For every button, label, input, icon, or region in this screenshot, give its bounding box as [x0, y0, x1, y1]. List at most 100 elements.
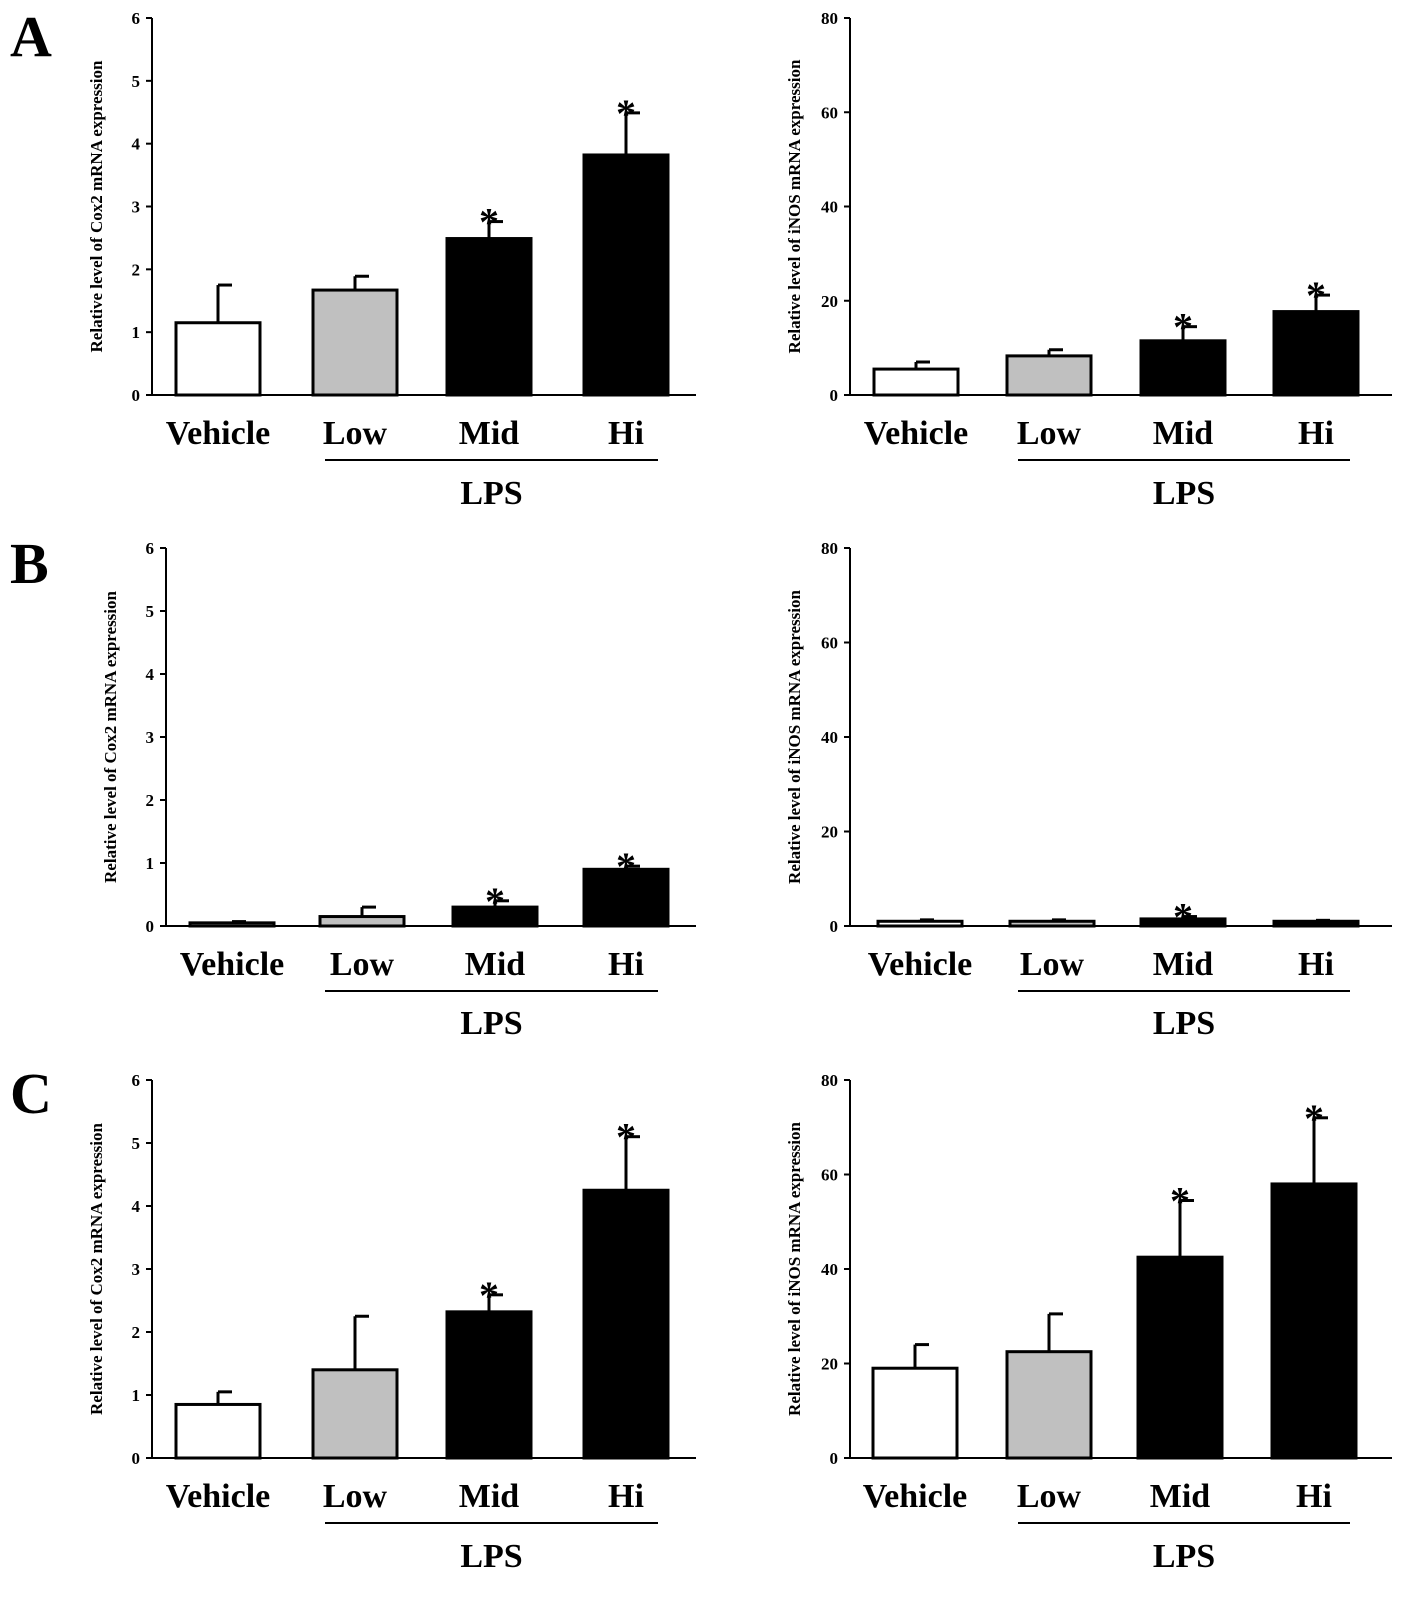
- chart-5-bar-low: [311, 1368, 399, 1460]
- chart-5-category-label-2: Mid: [459, 1478, 520, 1515]
- chart-1-y-tick-label-3: 3: [132, 198, 141, 217]
- chart-5-category-label-1: Low: [323, 1478, 388, 1515]
- chart-3-y-tick-label-2: 2: [146, 791, 155, 810]
- panel-label-c: C: [10, 1061, 52, 1126]
- chart-5-y-tick-label-0: 0: [132, 1449, 141, 1468]
- chart-5-bar-hi: [582, 1188, 670, 1460]
- chart-5-y-tick-label-3: 3: [132, 1260, 141, 1279]
- chart-3-significance-2: *: [485, 879, 505, 924]
- chart-1-y-axis-label: Relative level of Cox2 mRNA expression: [87, 60, 106, 352]
- chart-4-category-label-0: Vehicle: [868, 946, 973, 983]
- chart-4-y-tick-label-0: 0: [830, 917, 839, 936]
- chart-2-y-tick-label-1: 20: [821, 292, 838, 311]
- chart-6-category-label-3: Hi: [1296, 1478, 1332, 1515]
- chart-2-category-label-3: Hi: [1298, 415, 1334, 452]
- chart-2-group-label: LPS: [1153, 475, 1215, 512]
- chart-6-significance-3: *: [1304, 1096, 1324, 1141]
- chart-1-y-tick-label-2: 2: [132, 260, 141, 279]
- chart-2-significance-2: *: [1173, 305, 1193, 350]
- chart-4-y-tick-label-3: 60: [821, 634, 838, 653]
- chart-5-y-axis-label: Relative level of Cox2 mRNA expression: [87, 1122, 106, 1414]
- chart-4-category-label-2: Mid: [1153, 946, 1214, 983]
- chart-6-category-label-1: Low: [1017, 1478, 1082, 1515]
- chart-6-y-tick-label-2: 40: [821, 1260, 838, 1279]
- chart-5-significance-2: *: [479, 1273, 499, 1318]
- chart-3-category-label-3: Hi: [608, 946, 644, 983]
- chart-1-bar-low: [311, 288, 399, 397]
- chart-3-y-tick-label-4: 4: [146, 665, 155, 684]
- chart-3-y-tick-label-1: 1: [146, 854, 155, 873]
- chart-2-bar-mid: [1139, 339, 1227, 397]
- chart-6-y-tick-label-4: 80: [821, 1071, 838, 1090]
- chart-2-category-label-0: Vehicle: [864, 415, 969, 452]
- chart-5-y-tick-label-4: 4: [132, 1197, 141, 1216]
- chart-6-significance-2: *: [1170, 1178, 1190, 1223]
- chart-1-category-label-0: Vehicle: [166, 415, 271, 452]
- chart-3-y-tick-label-0: 0: [146, 917, 155, 936]
- chart-3-bar-vehicle: [188, 921, 276, 928]
- chart-5-y-tick-label-6: 6: [132, 1071, 141, 1090]
- chart-1-bar-vehicle: [174, 321, 262, 397]
- panel-label-a: A: [10, 4, 52, 69]
- chart-1-significance-3: *: [616, 91, 636, 136]
- chart-5-y-tick-label-1: 1: [132, 1386, 141, 1405]
- chart-1-y-tick-label-0: 0: [132, 386, 141, 405]
- chart-6-bar-low: [1005, 1350, 1093, 1460]
- chart-2-category-label-1: Low: [1017, 415, 1082, 452]
- chart-5-category-label-3: Hi: [608, 1478, 644, 1515]
- chart-4-category-label-1: Low: [1020, 946, 1085, 983]
- chart-2-category-label-2: Mid: [1153, 415, 1214, 452]
- chart-3-category-label-2: Mid: [465, 946, 526, 983]
- chart-3-y-tick-label-3: 3: [146, 728, 155, 747]
- chart-1-category-label-1: Low: [323, 415, 388, 452]
- chart-3-y-tick-label-6: 6: [146, 539, 155, 558]
- chart-2-y-tick-label-3: 60: [821, 103, 838, 122]
- chart-5-bar-vehicle: [174, 1402, 262, 1460]
- chart-6-category-label-0: Vehicle: [863, 1478, 968, 1515]
- chart-6-bar-hi: [1270, 1182, 1358, 1460]
- chart-3-bar-low: [318, 915, 406, 928]
- chart-2-y-tick-label-4: 80: [821, 9, 838, 28]
- panel-label-b: B: [10, 531, 49, 596]
- chart-1-bar-hi: [582, 153, 670, 397]
- chart-4-y-tick-label-2: 40: [821, 728, 838, 747]
- chart-1-bar-mid: [445, 237, 533, 397]
- chart-4-category-label-3: Hi: [1298, 946, 1334, 983]
- chart-2-y-tick-label-0: 0: [830, 386, 839, 405]
- chart-5-y-tick-label-5: 5: [132, 1134, 141, 1153]
- chart-2-bar-hi: [1272, 310, 1360, 397]
- chart-3-category-label-0: Vehicle: [180, 946, 285, 983]
- chart-4-group-label: LPS: [1153, 1005, 1215, 1042]
- chart-4-bar-vehicle: [876, 919, 964, 928]
- chart-5-group-label: LPS: [460, 1538, 522, 1575]
- chart-6-y-tick-label-0: 0: [830, 1449, 839, 1468]
- chart-4-y-tick-label-4: 80: [821, 539, 838, 558]
- chart-6-group-label: LPS: [1153, 1538, 1215, 1575]
- chart-1-category-label-3: Hi: [608, 415, 644, 452]
- chart-1-y-tick-label-1: 1: [132, 323, 141, 342]
- chart-3-group-label: LPS: [460, 1005, 522, 1042]
- chart-2-y-axis-label: Relative level of iNOS mRNA expression: [785, 59, 804, 353]
- chart-6-bar-vehicle: [871, 1366, 959, 1460]
- chart-6-y-tick-label-1: 20: [821, 1355, 838, 1374]
- chart-5-category-label-0: Vehicle: [166, 1478, 271, 1515]
- chart-1-group-label: LPS: [460, 475, 522, 512]
- chart-1-y-tick-label-4: 4: [132, 135, 141, 154]
- chart-1-y-tick-label-5: 5: [132, 72, 141, 91]
- chart-2-bar-vehicle: [872, 367, 960, 397]
- chart-1-y-tick-label-6: 6: [132, 9, 141, 28]
- chart-4-y-axis-label: Relative level of iNOS mRNA expression: [785, 590, 804, 884]
- chart-6-category-label-2: Mid: [1150, 1478, 1211, 1515]
- chart-4-y-tick-label-1: 20: [821, 823, 838, 842]
- chart-1-category-label-2: Mid: [459, 415, 520, 452]
- chart-6-y-axis-label: Relative level of iNOS mRNA expression: [785, 1122, 804, 1416]
- chart-3-significance-3: *: [616, 844, 636, 889]
- chart-4-bar-hi: [1272, 919, 1360, 928]
- chart-2-significance-3: *: [1306, 273, 1326, 318]
- chart-6-bar-mid: [1136, 1255, 1224, 1460]
- chart-3-y-axis-label: Relative level of Cox2 mRNA expression: [101, 590, 120, 882]
- chart-5-y-tick-label-2: 2: [132, 1323, 141, 1342]
- chart-4-bar-low: [1008, 919, 1096, 928]
- chart-2-bar-low: [1005, 354, 1093, 397]
